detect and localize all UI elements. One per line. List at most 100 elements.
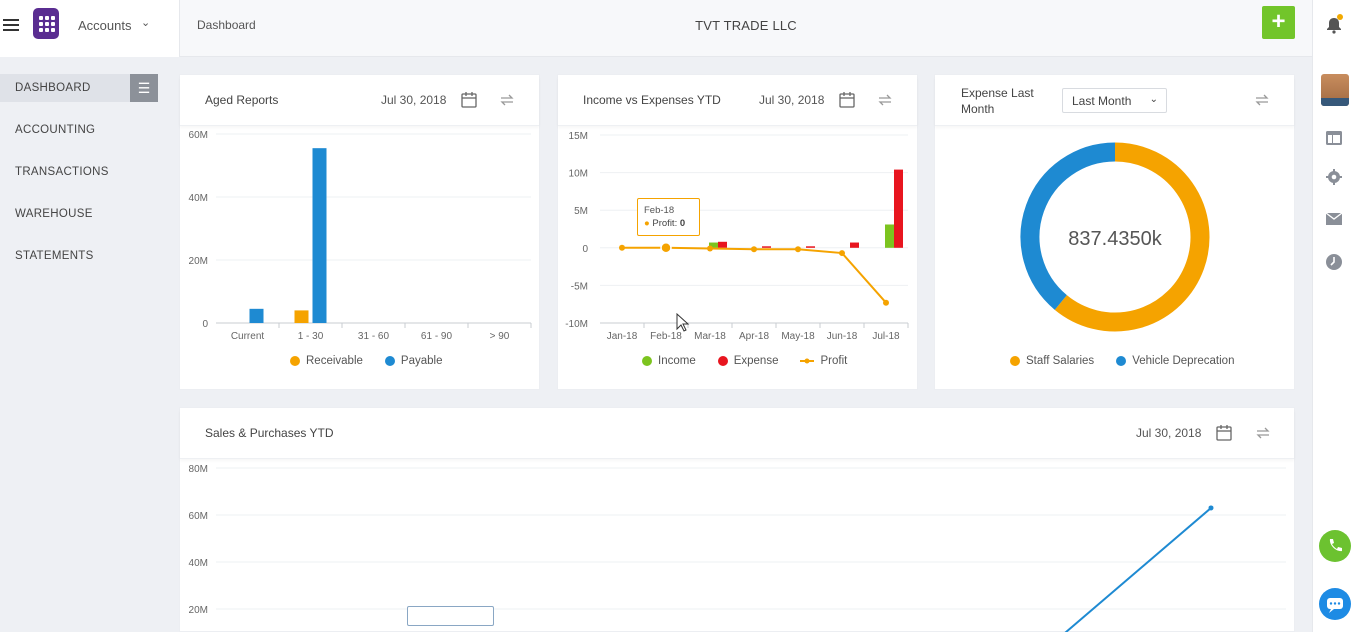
date-label[interactable]: Jul 30, 2018 <box>381 93 447 107</box>
refresh-icon[interactable] <box>1254 424 1272 442</box>
card-header: Sales & Purchases YTD Jul 30, 2018 <box>180 408 1294 459</box>
bar-payable <box>249 308 264 323</box>
right-rail <box>1312 0 1354 632</box>
slice-staff-salaries <box>1054 142 1210 332</box>
breadcrumb[interactable]: Dashboard <box>197 18 256 32</box>
legend-label: Profit <box>820 355 848 367</box>
donut-center-value: 837.4350k <box>1068 228 1162 250</box>
line-profit <box>622 246 887 304</box>
bar-expense <box>718 241 727 248</box>
legend-vehicle-deprecation[interactable]: Vehicle Deprecation <box>1116 355 1234 367</box>
tooltip-label: Feb-18 <box>644 205 675 216</box>
app-switcher-label[interactable]: Accounts <box>78 18 132 33</box>
x-tick-label: Jan-18 <box>607 331 638 342</box>
card-header: Aged Reports Jul 30, 2018 <box>180 75 539 126</box>
clock-icon[interactable] <box>1325 253 1343 271</box>
y-tick-label: 40M <box>189 193 208 204</box>
aged-reports-card: Aged Reports Jul 30, 2018 0 20M 40M 60M Curr… <box>179 74 540 390</box>
sliders-icon[interactable]: ☰ <box>130 74 158 102</box>
nav-item-transactions[interactable]: TRANSACTIONS <box>15 166 109 178</box>
chevron-down-icon[interactable]: ⌄ <box>141 17 151 29</box>
mail-icon[interactable] <box>1325 210 1343 228</box>
y-tick-label: -5M <box>571 281 588 292</box>
gear-icon[interactable] <box>1325 168 1343 186</box>
date-label[interactable]: Jul 30, 2018 <box>759 93 825 107</box>
phone-icon[interactable] <box>1319 530 1351 562</box>
chart-tooltip: Feb-18 ● Profit: 0 <box>637 198 700 236</box>
nav-item-dashboard[interactable]: DASHBOARD <box>0 74 130 102</box>
y-tick-label: 0 <box>582 244 588 255</box>
x-tick-label: Jul-18 <box>872 331 900 342</box>
y-tick-label: 40M <box>189 558 208 569</box>
income-expenses-card: Income vs Expenses YTD Jul 30, 2018 -10M… <box>557 74 918 390</box>
y-tick-label: 80M <box>189 464 208 475</box>
card-header: Income vs Expenses YTD Jul 30, 2018 <box>558 75 917 126</box>
bar-income <box>709 242 718 248</box>
y-tick-label: 20M <box>189 256 208 267</box>
bar-receivable <box>294 310 309 323</box>
refresh-icon[interactable] <box>498 91 516 109</box>
legend-label: Expense <box>733 355 779 367</box>
chart-legend: Staff Salaries Vehicle Deprecation <box>1010 355 1234 367</box>
calendar-icon[interactable] <box>1215 424 1233 442</box>
x-tick-label: Jun-18 <box>827 331 858 342</box>
refresh-icon[interactable] <box>1253 91 1271 109</box>
card-title: Income vs Expenses YTD <box>583 93 721 107</box>
legend-payable[interactable]: Payable <box>384 355 442 367</box>
legend-profit[interactable]: Profit <box>800 355 847 367</box>
legend-receivable[interactable]: Receivable <box>290 355 363 367</box>
card-header: Expense Last Month Last Month ⌄ <box>935 75 1294 126</box>
legend-income[interactable]: Income <box>642 355 696 367</box>
tooltip-value: 0 <box>679 218 686 229</box>
avatar[interactable] <box>1321 74 1349 106</box>
card-title: Expense Last Month <box>961 85 1034 117</box>
point-profit <box>839 250 845 257</box>
notification-badge <box>1337 14 1343 20</box>
y-tick-label: 15M <box>569 131 588 142</box>
legend-expense[interactable]: Expense <box>717 355 779 367</box>
refresh-icon[interactable] <box>876 91 894 109</box>
app-logo-icon[interactable] <box>33 8 59 39</box>
aged-reports-chart: 0 20M 40M 60M Current 1 - 30 31 - 60 61 - 90 > 9… <box>189 130 532 342</box>
x-tick-label: Feb-18 <box>650 331 682 342</box>
point-sales <box>1208 505 1214 511</box>
calendar-icon[interactable] <box>838 91 856 109</box>
tooltip-series: Profit: <box>652 218 678 229</box>
company-name: TVT TRADE LLC <box>695 18 797 33</box>
y-tick-label: 60M <box>189 511 208 522</box>
date-label[interactable]: Jul 30, 2018 <box>1136 426 1202 440</box>
x-tick-label: May-18 <box>781 331 815 342</box>
bell-icon[interactable] <box>1325 16 1343 34</box>
y-tick-label: -10M <box>565 319 588 330</box>
nav-item-statements[interactable]: STATEMENTS <box>15 250 94 262</box>
x-tick-label: 61 - 90 <box>421 331 453 342</box>
x-tick-label: 31 - 60 <box>358 331 390 342</box>
tooltip-row: ● Profit: 0 <box>644 218 686 229</box>
expense-last-month-card: Expense Last Month Last Month ⌄ 837.4350… <box>934 74 1295 390</box>
legend-label: Income <box>658 355 696 367</box>
nav-item-accounting[interactable]: ACCOUNTING <box>15 124 96 136</box>
point-profit <box>795 246 801 253</box>
bar-expense <box>850 242 859 248</box>
calendar-icon[interactable] <box>460 91 478 109</box>
point-profit <box>751 246 757 253</box>
bar-payable <box>312 148 327 323</box>
y-tick-label: 5M <box>574 206 588 217</box>
legend-label: Staff Salaries <box>1026 355 1095 367</box>
hamburger-menu-icon[interactable] <box>3 16 19 32</box>
y-tick-label: 60M <box>189 130 208 141</box>
chat-icon[interactable] <box>1319 588 1351 620</box>
nav-item-warehouse[interactable]: WAREHOUSE <box>15 208 93 220</box>
period-select[interactable]: Last Month ⌄ <box>1062 88 1167 113</box>
legend-label: Vehicle Deprecation <box>1132 355 1235 367</box>
legend-staff-salaries[interactable]: Staff Salaries <box>1010 355 1094 367</box>
add-button[interactable]: + <box>1262 6 1295 39</box>
x-tick-label: Current <box>231 331 265 342</box>
sales-purchases-chart: 20M 40M 60M 80M <box>189 464 1286 632</box>
app-switcher-zone: Accounts ⌄ <box>0 0 180 57</box>
y-tick-label: 0 <box>202 319 208 330</box>
chart-legend: Receivable Payable <box>290 355 442 367</box>
top-bar: Accounts ⌄ Dashboard TVT TRADE LLC + <box>0 0 1312 57</box>
bar-expense <box>806 246 815 248</box>
layout-icon[interactable] <box>1325 129 1343 147</box>
